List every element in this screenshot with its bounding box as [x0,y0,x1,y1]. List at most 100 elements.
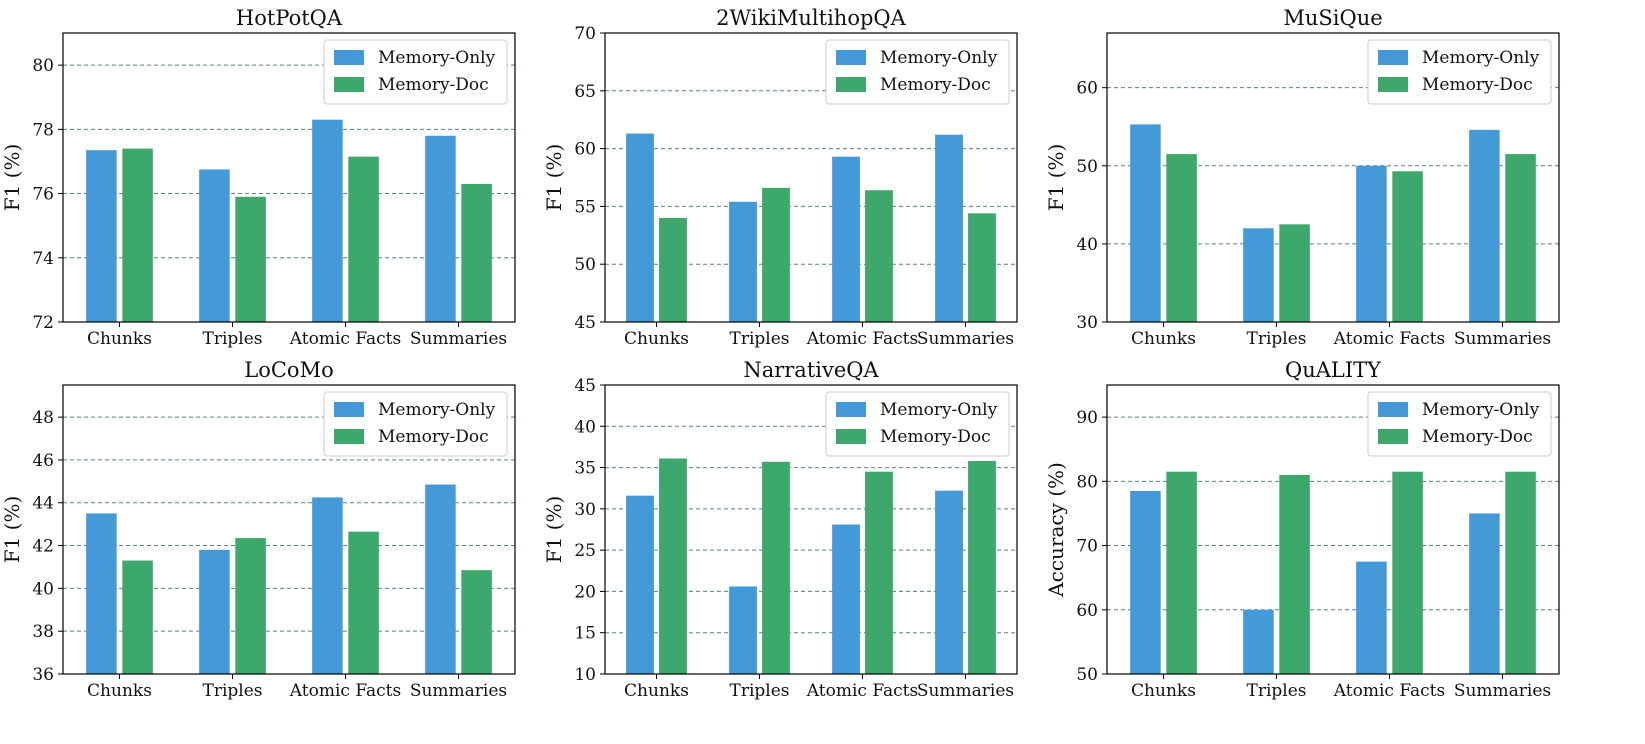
plot-frame [62,32,516,323]
legend-swatch [836,402,866,417]
x-tick-label: Atomic Facts [806,329,918,349]
bar-memory-only [425,135,456,322]
y-tick-label: 76 [32,185,54,205]
y-tick-label: 45 [574,313,596,333]
bar-memory-only [1130,124,1161,322]
bar-memory-doc [659,458,687,674]
legend: Memory-Only Memory-Doc [1367,39,1552,105]
legend-box [825,391,1010,457]
legend-swatch [334,402,364,417]
bar-memory-only [729,586,757,674]
plot-frame [604,384,1018,675]
bar-memory-only [86,150,117,322]
y-tick-label: 30 [1076,313,1098,333]
x-tick-label: Summaries [917,681,1014,701]
x-tick-label: Triples [729,681,789,701]
chart-title: QuALITY [1285,358,1382,382]
y-tick-label: 65 [574,82,596,102]
bar-memory-doc [461,183,492,322]
legend-swatch [334,429,364,444]
legend-swatch [836,77,866,92]
x-tick-label: Atomic Facts [289,329,401,349]
y-tick-label: 36 [32,665,54,685]
bar-memory-doc [659,217,687,322]
bar-memory-only [1469,129,1500,322]
bar-memory-only [199,549,230,674]
legend-label: Memory-Only [880,400,998,420]
legend-swatch [334,77,364,92]
legend-swatch [1378,402,1408,417]
legend-box [323,391,508,457]
bar-memory-doc [235,538,266,674]
legend-label: Memory-Only [378,400,496,420]
y-tick-label: 45 [574,376,596,396]
bar-memory-only [626,495,654,674]
x-tick-label: Triples [202,681,262,701]
legend-box [825,39,1010,105]
y-tick-label: 55 [574,197,596,217]
bar-memory-doc [122,148,153,322]
bar-memory-doc [1392,171,1423,322]
plot-frame [604,32,1018,323]
bar-memory-doc [1166,471,1197,674]
bar-memory-only [1356,561,1387,674]
y-axis-label: F1 (%) [542,144,566,212]
y-tick-label: 90 [1076,408,1098,428]
x-tick-label: Summaries [917,329,1014,349]
y-tick-label: 72 [32,313,54,333]
bar-memory-only [312,119,343,322]
legend-label: Memory-Doc [880,427,991,447]
legend-label: Memory-Doc [378,427,489,447]
y-tick-label: 38 [32,622,54,642]
bar-memory-only [1243,609,1274,674]
plot-frame [1106,32,1560,323]
y-tick-label: 80 [1076,472,1098,492]
legend-label: Memory-Only [1422,400,1540,420]
bar-memory-doc [1166,154,1197,322]
legend: Memory-Only Memory-Doc [323,391,508,457]
y-axis-label: F1 (%) [542,496,566,564]
y-tick-label: 50 [1076,157,1098,177]
x-tick-label: Chunks [624,329,689,349]
chart-panel: 10 15 20 25 30 35 40 45 Chunks Triples Atomic Fact… [542,358,1018,701]
bar-memory-only [1469,513,1500,674]
y-tick-label: 20 [574,582,596,602]
legend-swatch [1378,77,1408,92]
y-tick-label: 80 [32,56,54,76]
y-tick-label: 60 [1076,79,1098,99]
x-tick-label: Chunks [1131,329,1196,349]
bar-memory-only [729,201,757,322]
bar-memory-only [935,134,963,322]
y-tick-label: 70 [574,24,596,44]
plot-frame [62,384,516,675]
legend-swatch [836,50,866,65]
x-tick-label: Triples [1246,681,1306,701]
legend-box [1367,39,1552,105]
legend-swatch [1378,50,1408,65]
bar-memory-doc [968,213,996,322]
x-tick-label: Atomic Facts [1333,681,1445,701]
bar-memory-doc [235,196,266,322]
x-tick-label: Chunks [87,329,152,349]
bar-memory-doc [865,471,893,674]
x-tick-label: Atomic Facts [1333,329,1445,349]
x-tick-label: Summaries [1454,329,1551,349]
bar-memory-doc [1392,471,1423,674]
chart-panel: 72 74 76 78 80 Chunks Triples Atomic Facts Summa… [0,6,516,349]
legend-label: Memory-Doc [1422,75,1533,95]
chart-panel: 50 60 70 80 90 Chunks Triples Atomic Facts Summa… [1044,358,1560,701]
legend-label: Memory-Doc [378,75,489,95]
bar-memory-only [425,484,456,674]
y-tick-label: 42 [32,537,54,557]
x-tick-label: Chunks [87,681,152,701]
bar-memory-doc [348,156,379,322]
y-tick-label: 15 [574,624,596,644]
x-tick-label: Atomic Facts [289,681,401,701]
x-tick-label: Triples [202,329,262,349]
legend-box [1367,391,1552,457]
chart-panel: 36 38 40 42 44 46 48 Chunks Triples Atomic Facts S… [0,358,516,701]
legend-swatch [1378,429,1408,444]
y-tick-label: 48 [32,408,54,428]
y-tick-label: 78 [32,120,54,140]
